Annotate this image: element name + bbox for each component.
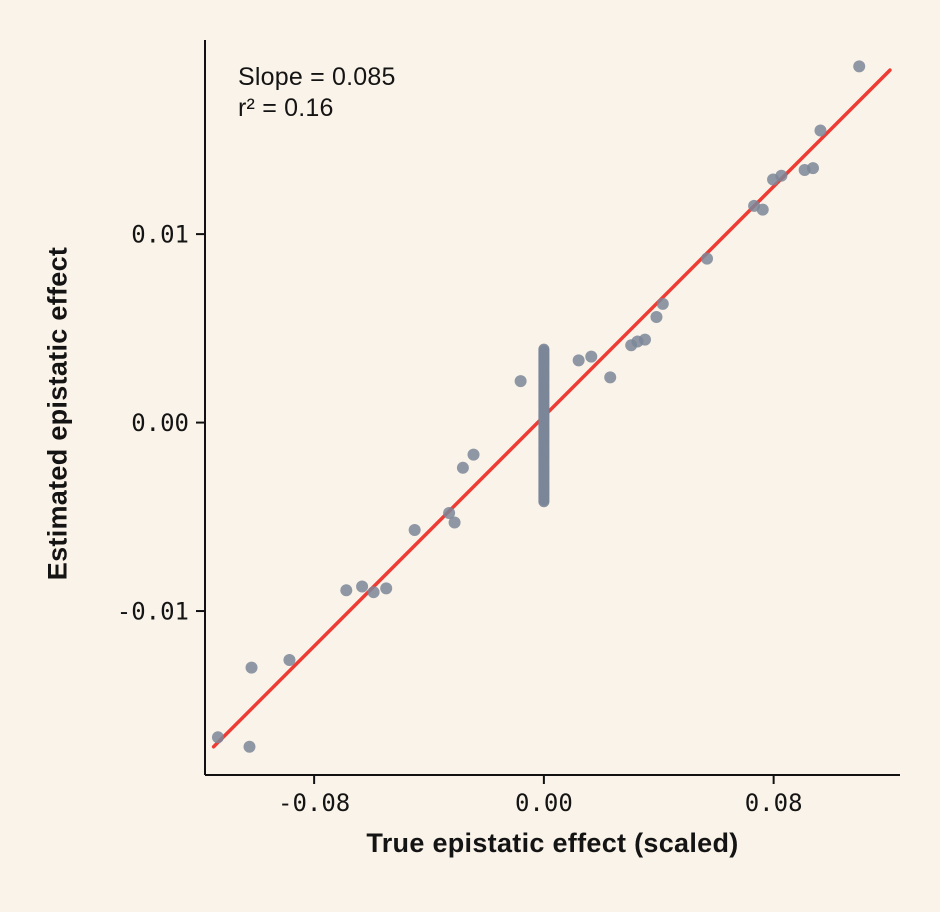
x-tick-label: 0.08 — [745, 789, 803, 817]
annotation-block: Slope = 0.085 r² = 0.16 — [238, 62, 396, 124]
scatter-point — [211, 731, 224, 744]
scatter-point — [356, 580, 369, 593]
scatter-point — [456, 461, 469, 474]
scatter-point — [604, 371, 617, 384]
scatter-point — [380, 582, 393, 595]
scatter-point — [443, 507, 456, 520]
x-tick-label: -0.08 — [278, 789, 350, 817]
scatter-point — [467, 448, 480, 461]
annotation-r-squared: r² = 0.16 — [238, 94, 334, 122]
scatter-point — [283, 654, 296, 667]
x-axis-label: True epistatic effect (scaled) — [366, 828, 739, 858]
scatter-point — [367, 586, 380, 599]
y-tick-label: 0.01 — [131, 221, 189, 249]
scatter-point — [656, 297, 669, 310]
fit-line — [211, 68, 892, 749]
scatter-point — [853, 60, 866, 73]
scatter-point — [243, 740, 256, 753]
scatter-point — [775, 169, 788, 182]
scatter-point — [585, 350, 598, 363]
x-tick-label: 0.00 — [515, 789, 573, 817]
y-tick-label: 0.00 — [131, 409, 189, 437]
scatter-point — [408, 524, 421, 536]
scatter-point — [650, 311, 663, 324]
y-axis-label: Estimated epistatic effect — [42, 246, 73, 581]
scatter-point — [814, 124, 827, 137]
scatter-point — [514, 375, 527, 388]
scatter-point — [340, 584, 353, 597]
annotation-slope: Slope = 0.085 — [238, 63, 396, 91]
scatter-point — [448, 516, 461, 529]
scatter-point — [245, 661, 258, 674]
cluster-point — [538, 343, 550, 355]
scatter-point — [756, 203, 769, 216]
scatter-point — [638, 333, 651, 346]
scatter-point — [572, 354, 585, 367]
y-tick-label: -0.01 — [117, 597, 189, 625]
scatter-point — [701, 252, 714, 265]
scatter-point — [806, 162, 819, 175]
